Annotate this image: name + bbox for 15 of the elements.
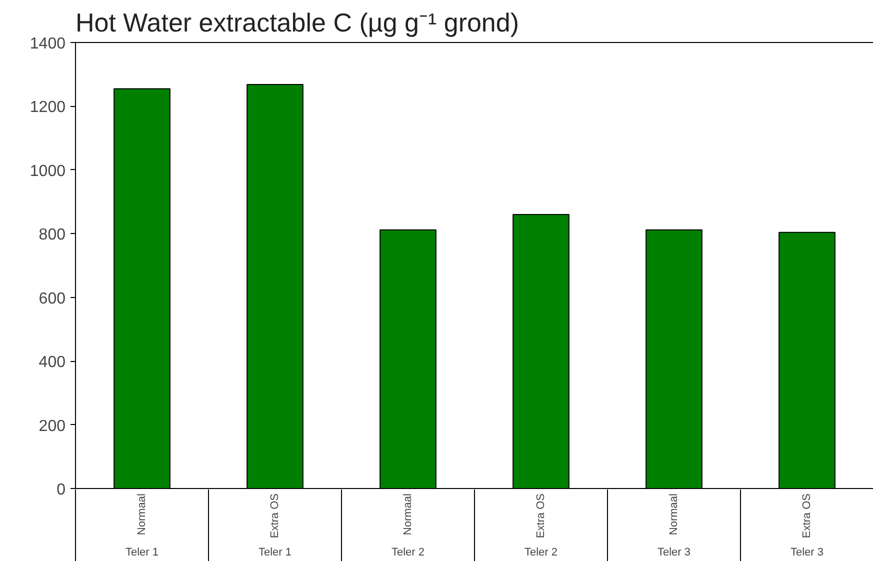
y-tick-label: 800: [38, 226, 66, 244]
chart-title: Hot Water extractable C (µg g⁻¹ grond): [76, 8, 520, 38]
category-label: Extra OS Teler 2: [524, 494, 558, 558]
category-label: Normaal Teler 3: [657, 493, 691, 558]
y-tick-label: 0: [56, 482, 66, 498]
category-label: Normaal Teler 2: [391, 493, 425, 558]
category-label: Normaal Teler 1: [125, 493, 159, 558]
category-label: Extra OS Teler 1: [258, 494, 292, 558]
y-tick-label: 1200: [30, 99, 66, 116]
y-tick-label: 400: [38, 354, 66, 372]
category-label: Extra OS Teler 3: [790, 494, 824, 558]
y-tick-label: 200: [38, 418, 66, 435]
y-tick-label: 1000: [30, 162, 66, 180]
y-tick-label: 1400: [30, 36, 66, 52]
y-tick-label: 600: [38, 290, 66, 308]
